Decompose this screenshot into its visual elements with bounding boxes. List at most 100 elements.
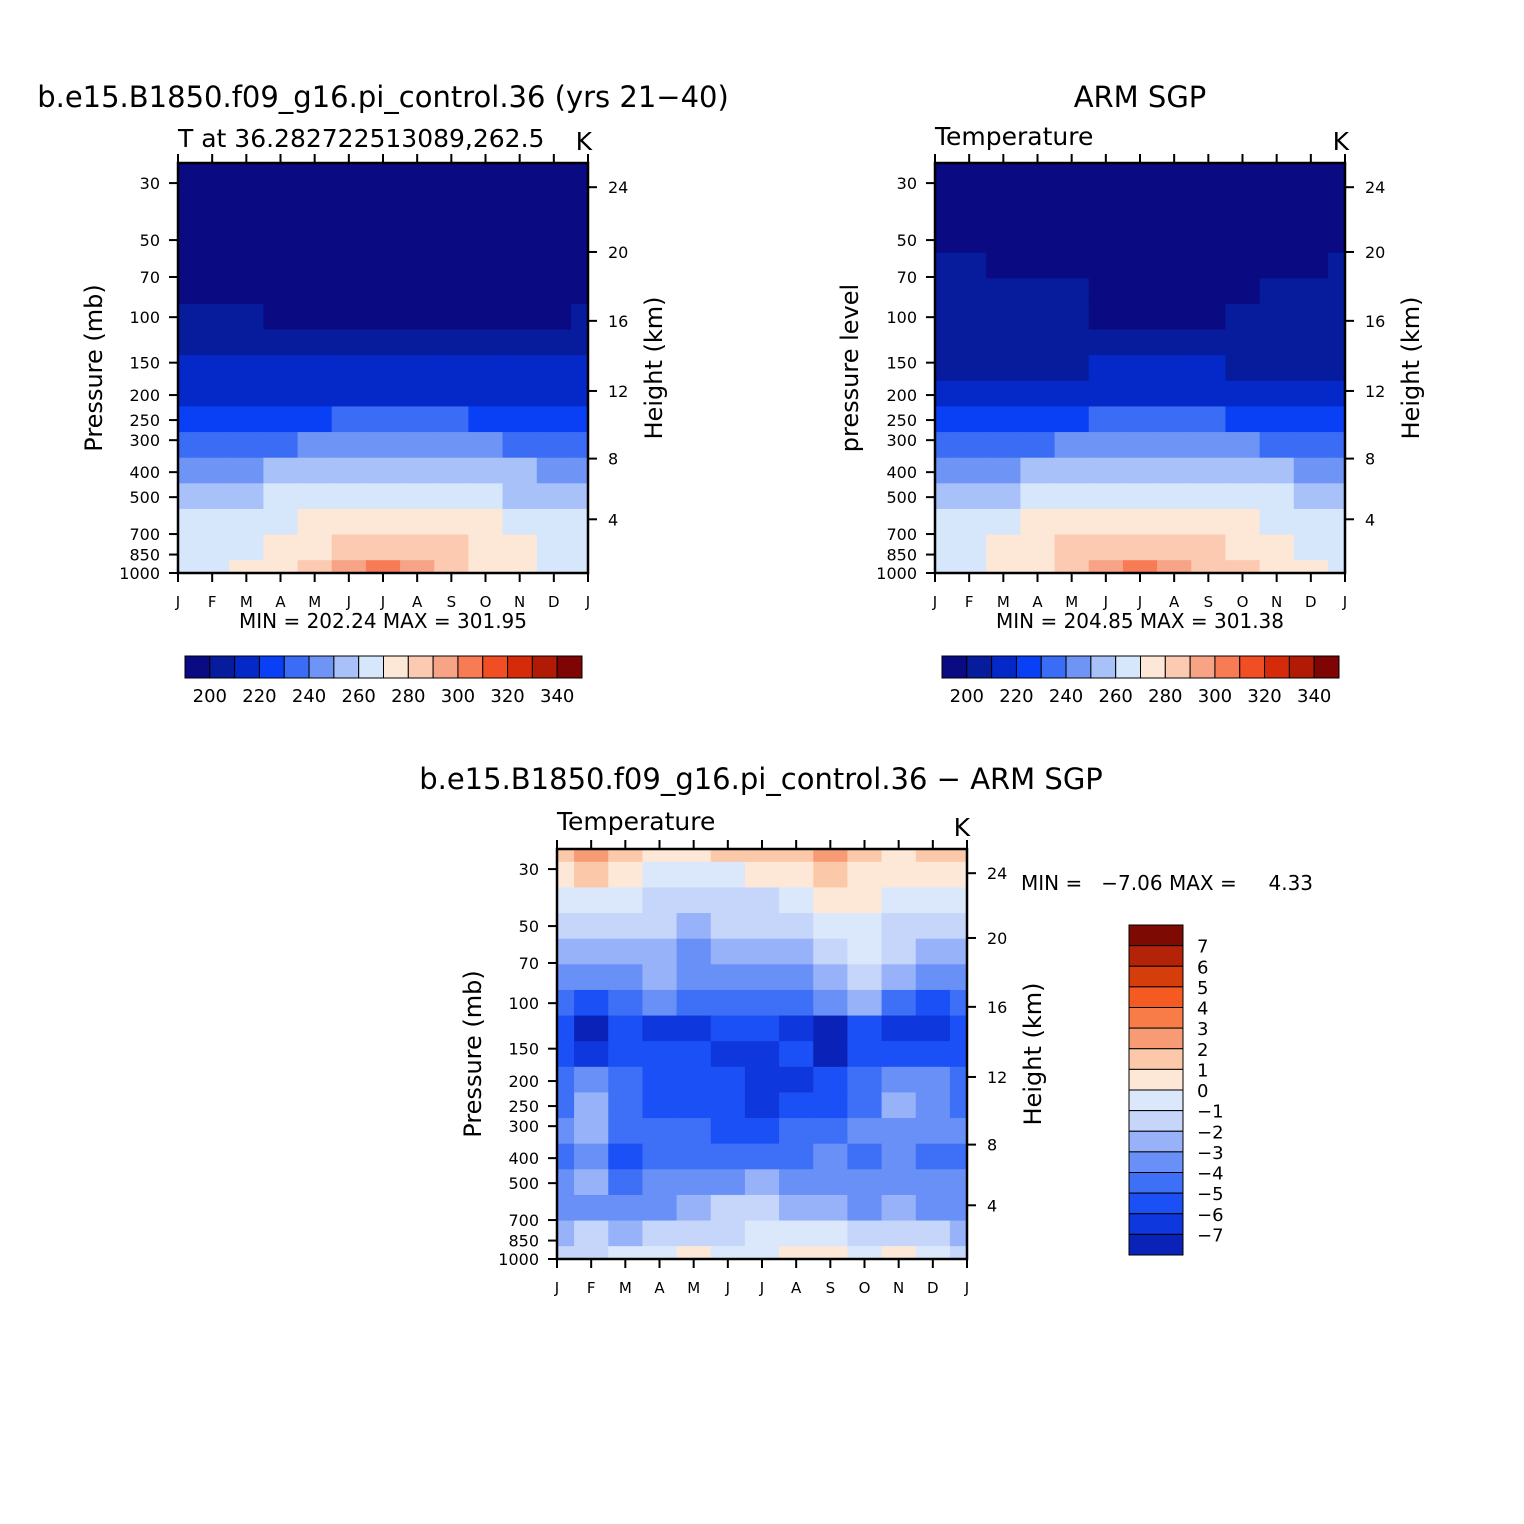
contour-cell: [178, 227, 196, 254]
contour-cell: [935, 175, 953, 203]
contour-cell: [297, 508, 333, 536]
contour-cell: [229, 227, 265, 254]
contour-cell: [1191, 432, 1227, 459]
y-tick-label: 850: [886, 546, 917, 565]
x-tick-label: O: [1237, 593, 1249, 611]
contour-cell: [1054, 355, 1090, 382]
contour-cell: [195, 483, 230, 510]
contour-cell: [881, 861, 917, 889]
contour-cell: [263, 227, 299, 254]
contour-cell: [557, 1118, 575, 1145]
contour-cell: [881, 849, 917, 863]
contour-cell: [229, 380, 265, 408]
contour-cell: [178, 406, 196, 433]
contour-cell: [935, 406, 953, 433]
y-tick-label: 30: [140, 174, 160, 193]
colorbar-swatch: [308, 655, 335, 679]
contour-cell: [1259, 355, 1295, 382]
contour-cell: [574, 861, 609, 889]
contour-cell: [949, 849, 968, 863]
contour-cell: [952, 457, 987, 484]
contour-cell: [949, 989, 968, 1017]
contour-cell: [676, 964, 712, 991]
contour-cell: [1327, 432, 1346, 459]
contour-cell: [676, 1118, 712, 1145]
contour-cell: [1122, 252, 1158, 279]
contour-cell: [297, 227, 333, 254]
y-axis-title: Pressure (mb): [80, 284, 108, 451]
y-tick-label-right: 24: [987, 864, 1007, 883]
contour-cell: [557, 1143, 575, 1170]
contour-cell: [331, 380, 367, 408]
contour-cell: [536, 457, 572, 484]
contour-cell: [195, 163, 230, 177]
x-tick-label: O: [480, 593, 492, 611]
contour-cell: [949, 964, 968, 991]
y-tick-label-right: 20: [987, 929, 1007, 948]
y-tick-label-right: 12: [608, 382, 628, 401]
colorbar-swatch: [1040, 655, 1067, 679]
contour-cell: [400, 303, 435, 331]
colorbar-label: 280: [1148, 686, 1182, 707]
contour-cell: [1122, 355, 1158, 382]
contour-cell: [365, 175, 401, 203]
contour-cell: [915, 1041, 951, 1068]
contour-cell: [574, 1220, 609, 1247]
contour-cell: [642, 849, 678, 863]
contour-cell: [400, 355, 435, 382]
contour-field: [935, 163, 1346, 574]
contour-cell: [178, 278, 196, 305]
contour-cell: [915, 1169, 951, 1196]
contour-cell: [1293, 278, 1329, 305]
contour-cell: [847, 1169, 883, 1196]
contour-cell: [557, 1169, 575, 1196]
contour-cell: [331, 252, 367, 279]
contour-cell: [365, 483, 401, 510]
contour-cell: [570, 457, 589, 484]
contour-cell: [915, 1143, 951, 1170]
contour-cell: [229, 457, 265, 484]
contour-cell: [536, 329, 572, 356]
contour-cell: [468, 534, 504, 561]
contour-cell: [557, 1220, 575, 1247]
contour-cell: [229, 432, 265, 459]
x-tick-label: A: [791, 1279, 802, 1297]
contour-cell: [1293, 432, 1329, 459]
panel-title: b.e15.B1850.f09_g16.pi_control.36 (yrs 2…: [37, 80, 729, 114]
y-tick-label: 500: [508, 1174, 539, 1193]
contour-cell: [400, 432, 435, 459]
contour-cell: [935, 534, 953, 561]
contour-cell: [915, 1220, 951, 1247]
x-tick-label: F: [208, 593, 217, 611]
colorbar-label: 1: [1197, 1060, 1208, 1081]
contour-cell: [570, 227, 589, 254]
contour-cell: [263, 508, 299, 536]
x-tick-label: J: [346, 593, 351, 611]
contour-cell: [1327, 303, 1346, 331]
y-tick-label: 70: [140, 268, 160, 287]
y-tick-label: 500: [886, 488, 917, 507]
contour-cell: [1122, 163, 1158, 177]
contour-cell: [949, 1118, 968, 1145]
contour-cell: [952, 508, 987, 536]
contour-cell: [434, 432, 470, 459]
contour-cell: [365, 406, 401, 433]
contour-cell: [195, 508, 230, 536]
contour-cell: [915, 887, 951, 914]
contour-cell: [400, 163, 435, 177]
contour-cell: [779, 1092, 814, 1119]
contour-cell: [1259, 227, 1295, 254]
contour-cell: [331, 329, 367, 356]
contour-cell: [536, 534, 572, 561]
contour-cell: [744, 1143, 780, 1170]
contour-cell: [1157, 457, 1192, 484]
contour-cell: [779, 1041, 814, 1068]
contour-cell: [676, 989, 712, 1017]
colorbar-label: −1: [1197, 1102, 1224, 1123]
contour-cell: [608, 913, 644, 940]
contour-cell: [1020, 355, 1056, 382]
colorbar-swatch: [531, 655, 558, 679]
contour-cell: [642, 1194, 678, 1222]
colorbar-swatch: [457, 655, 484, 679]
